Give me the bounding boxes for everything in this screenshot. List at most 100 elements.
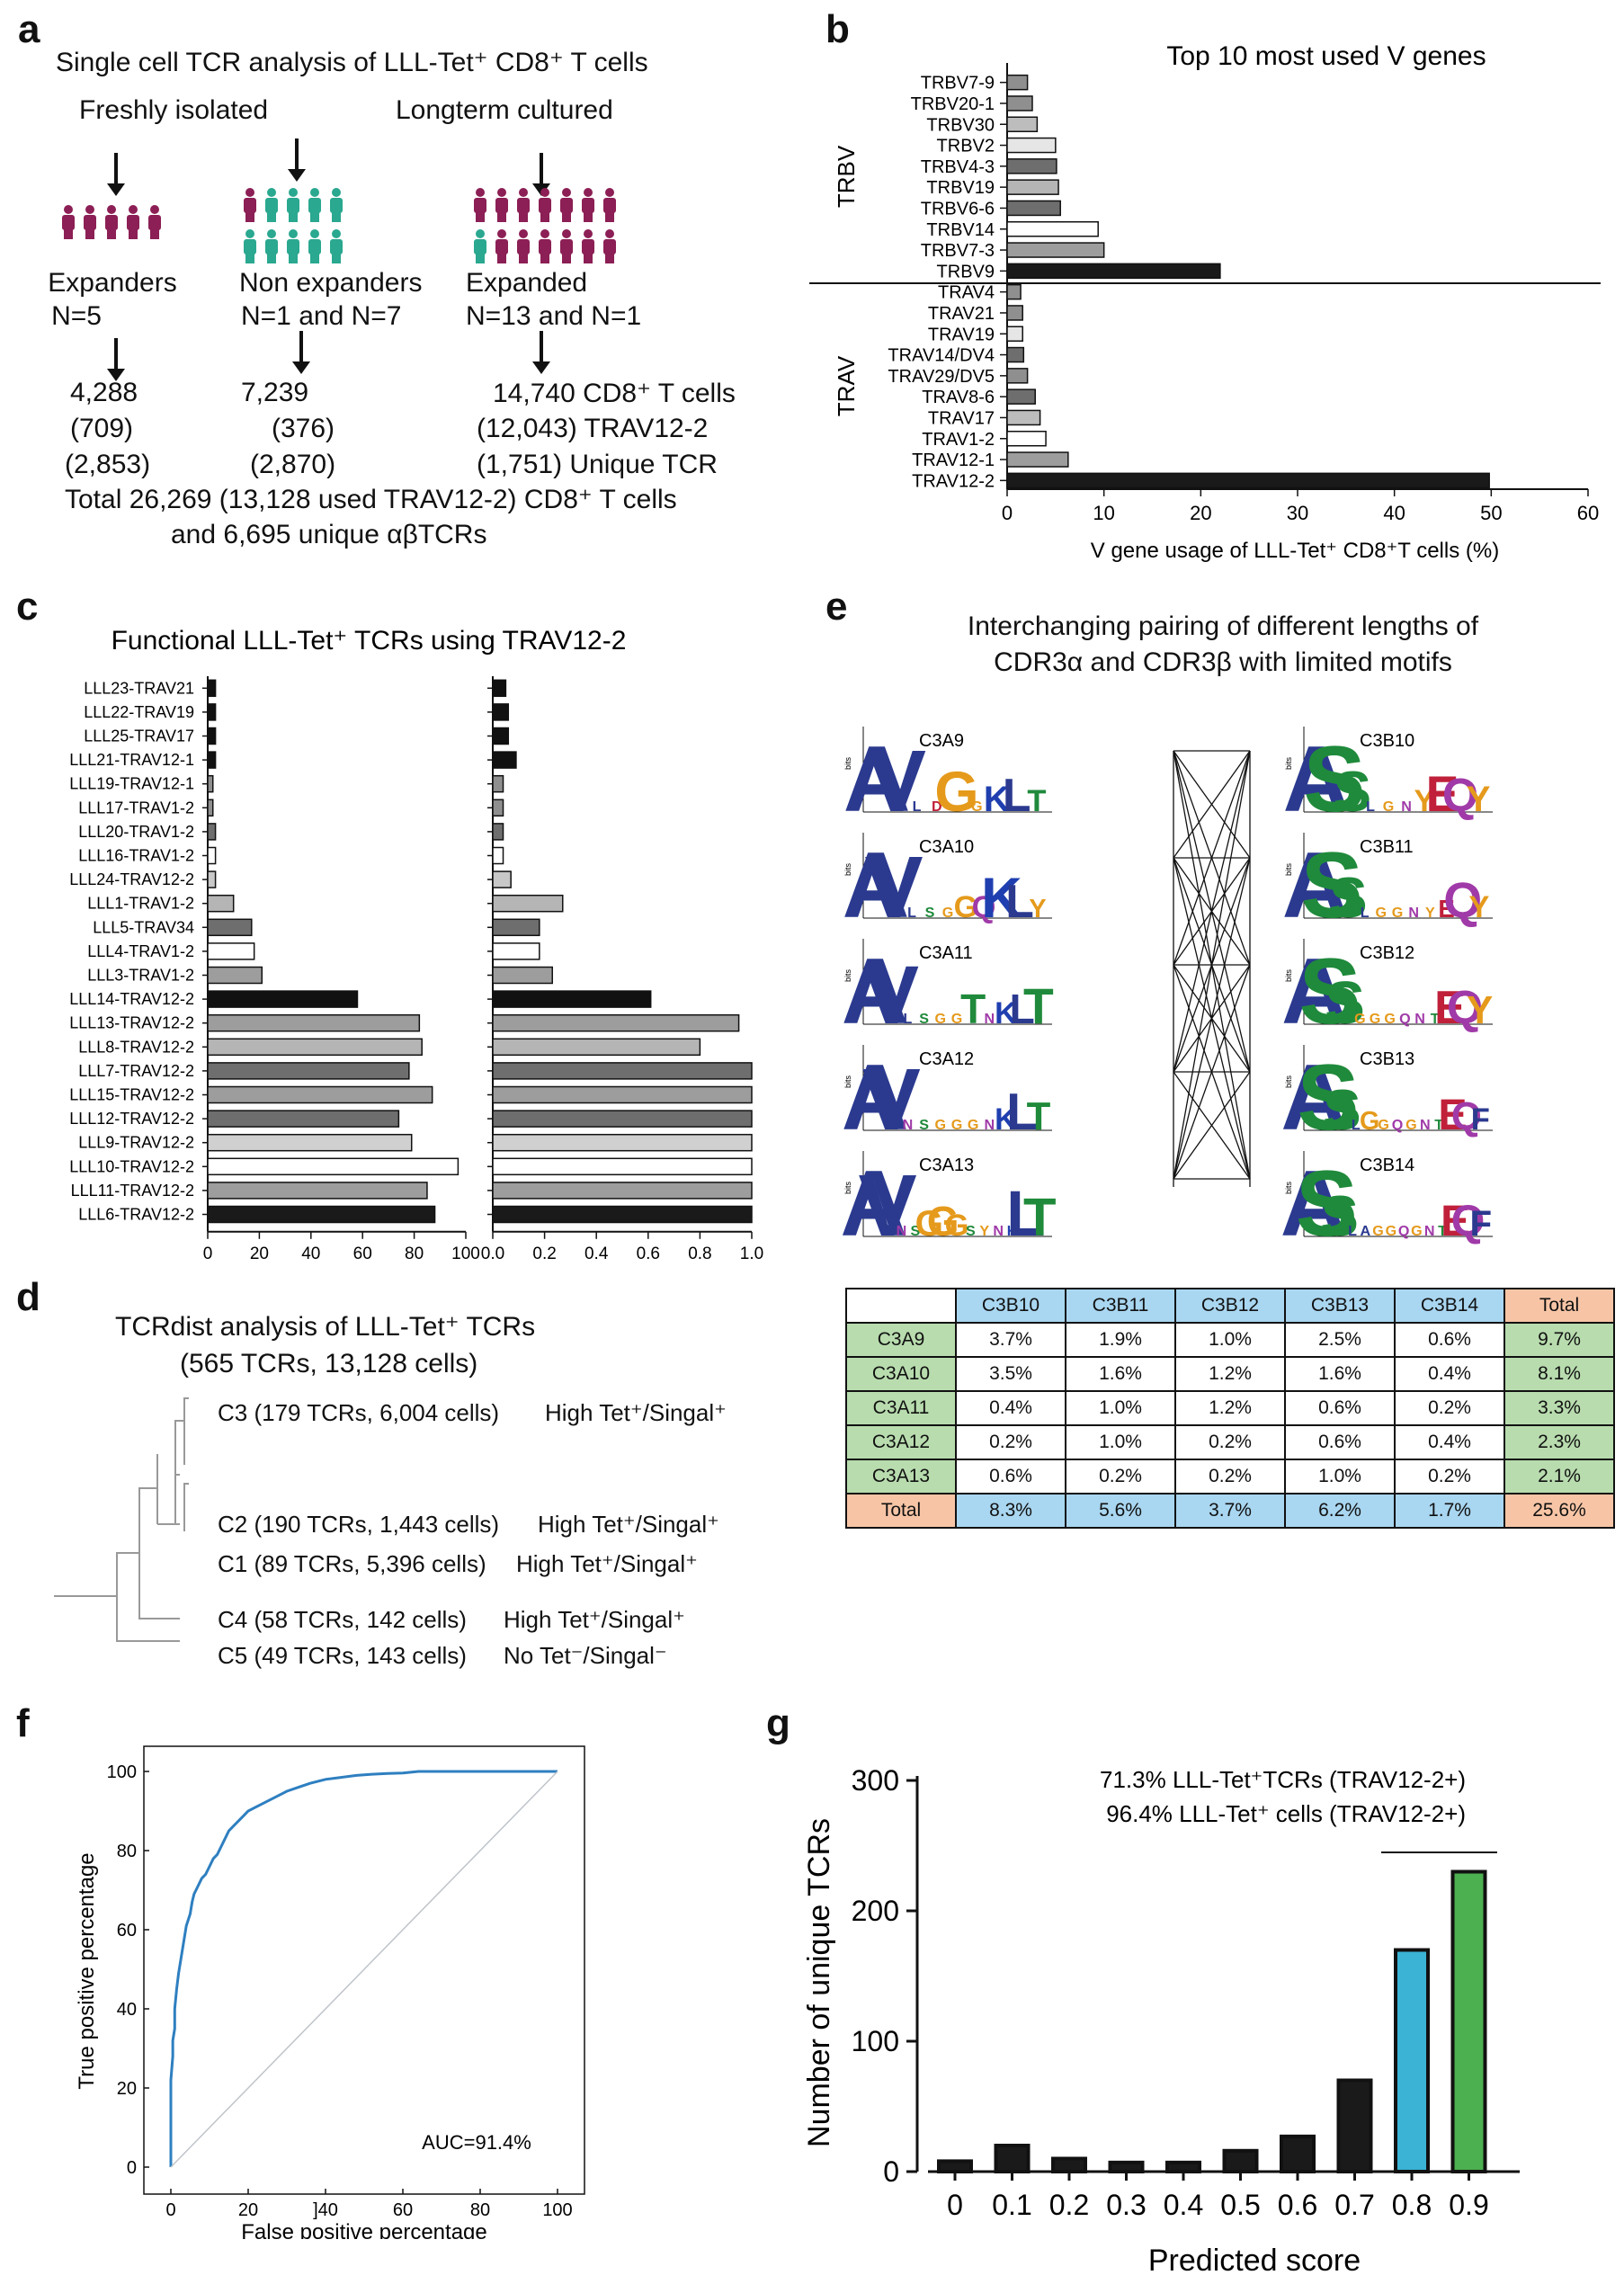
table-total-row: Total 8.3% 5.6% 3.7% 6.2% 1.7% 25.6% <box>845 1493 1615 1529</box>
person-icon <box>308 188 321 222</box>
logo-letter: A <box>1280 1151 1348 1255</box>
logo-letter: S <box>919 1011 929 1027</box>
bar <box>1006 431 1047 447</box>
logo-letter: A <box>842 939 909 1043</box>
bar <box>1280 2134 1316 2174</box>
y-tick-label: LLL19-TRAV12-1 <box>69 775 194 793</box>
bar <box>1006 158 1057 174</box>
person-head <box>519 229 528 238</box>
person-legs <box>562 253 571 263</box>
y-tick-label: TRBV30 <box>926 115 995 135</box>
x-tick-label: 0.5 <box>1220 2189 1260 2221</box>
table-cell: 3.7% <box>1174 1493 1286 1529</box>
bar <box>207 774 214 793</box>
panel-label-a: a <box>18 7 40 51</box>
arrow-down-icon <box>532 153 550 196</box>
logo-letter: G <box>1383 799 1395 815</box>
table-cell: 1.0% <box>1284 1459 1396 1494</box>
logo-letter: Q <box>1399 1011 1411 1027</box>
bar <box>1450 1869 1487 2173</box>
person-head <box>332 188 341 197</box>
table-cell: 0.4% <box>1394 1424 1505 1460</box>
bar <box>1006 116 1039 132</box>
table-cell: 0.2% <box>1394 1459 1505 1494</box>
logo-letter: G <box>1386 1223 1397 1239</box>
person-legs <box>150 228 159 239</box>
cluster-c2-label: C2 (190 TCRs, 1,443 cells) <box>218 1511 500 1538</box>
logo-letter: S <box>925 905 935 921</box>
person-icon <box>330 229 343 263</box>
bar <box>207 1157 460 1176</box>
logo-letter: L <box>1366 799 1375 815</box>
y-tick-label: LLL16-TRAV1-2 <box>78 847 194 865</box>
y-tick-label: TRAV17 <box>928 408 995 428</box>
bar <box>492 990 652 1008</box>
logo-letter: F <box>1470 1203 1493 1244</box>
person-legs <box>540 253 549 263</box>
table-cell: 1.6% <box>1284 1356 1396 1392</box>
person-icon <box>474 229 486 263</box>
logo-letter: A <box>840 1151 907 1255</box>
y-tick-label: LLL7-TRAV12-2 <box>78 1062 194 1080</box>
logo-letter: L <box>1005 875 1034 927</box>
y-tick-label: LLL6-TRAV12-2 <box>78 1206 194 1224</box>
table-cell: 1.2% <box>1174 1356 1286 1392</box>
logo-letter: E <box>1441 1197 1469 1245</box>
annotation-tcrs: 71.3% LLL-Tet⁺TCRs (TRAV12-2+) <box>1100 1766 1466 1793</box>
table-cell: 6.2% <box>1284 1493 1396 1529</box>
person-legs <box>497 253 506 263</box>
y-tick-label: LLL4-TRAV1-2 <box>87 942 194 960</box>
person-body <box>474 198 486 213</box>
logo-name: C3A9 <box>919 731 964 751</box>
x-tick-label: 0 <box>165 2200 175 2220</box>
logo-letter: G <box>915 1203 943 1244</box>
y-tick-label: TRAV8-6 <box>922 388 995 407</box>
person-icon <box>127 205 139 239</box>
expanders-people-icon <box>62 205 161 239</box>
bar <box>207 1013 421 1032</box>
table-row: C3A12 0.2% 1.0% 0.2% 0.6% 0.4% 2.3% <box>845 1424 1615 1460</box>
logo-name: C3A12 <box>919 1049 974 1069</box>
x-tick-label: 0.8 <box>688 1245 711 1259</box>
person-legs <box>64 228 73 239</box>
logo-letter: S <box>1334 761 1371 824</box>
y-tick-label: LLL10-TRAV12-2 <box>69 1157 194 1175</box>
chart-g-predicted-score: 0 100 200 300 Number of unique TCRs 0 0.1 0.2 0.… <box>802 1764 1520 2278</box>
logo-letter: V <box>864 838 923 936</box>
logo-letter: V <box>864 950 919 1041</box>
logo-letter: Q <box>1442 769 1478 821</box>
logo-bits-label: bits <box>1284 756 1293 770</box>
y-tick-label: LLL5-TRAV34 <box>93 918 194 936</box>
person-body <box>603 239 616 254</box>
person-legs <box>519 253 528 263</box>
table-row-header: Total <box>845 1493 957 1529</box>
logo-letter: N <box>1420 1117 1431 1133</box>
table-header-row: C3B10 C3B11 C3B12 C3B13 C3B14 Total <box>845 1288 1615 1324</box>
table-cell: 1.0% <box>1065 1390 1176 1426</box>
x-tick-label: 80 <box>470 2200 490 2220</box>
x-tick-label: 50 <box>1480 502 1502 524</box>
x-tick-label: 0.4 <box>1164 2189 1203 2221</box>
bar <box>492 870 512 888</box>
table-cell: 0.6% <box>1284 1390 1396 1426</box>
panel-e-title-line1: Interchanging pairing of different lengt… <box>967 611 1479 641</box>
table-cell: 8.1% <box>1504 1356 1615 1392</box>
logo-bits-label: bits <box>843 1075 852 1088</box>
person-icon <box>287 188 299 222</box>
logo-letter: E <box>1434 981 1466 1033</box>
person-legs <box>476 211 485 222</box>
group3-unique: (1,751) Unique TCR <box>477 450 718 479</box>
person-legs <box>332 253 341 263</box>
logo-letter: A <box>1282 833 1350 937</box>
person-legs <box>540 211 549 222</box>
bar <box>492 918 540 937</box>
table-row: C3A10 3.5% 1.6% 1.2% 1.6% 0.4% 8.1% <box>845 1356 1615 1392</box>
auc-annotation: AUC=91.4% <box>422 2131 531 2154</box>
bar <box>1051 2156 1087 2173</box>
y-tick-label: LLL25-TRAV17 <box>84 727 194 745</box>
y-tick-label: TRBV14 <box>926 220 995 240</box>
group2-name: Non expanders <box>239 268 423 298</box>
